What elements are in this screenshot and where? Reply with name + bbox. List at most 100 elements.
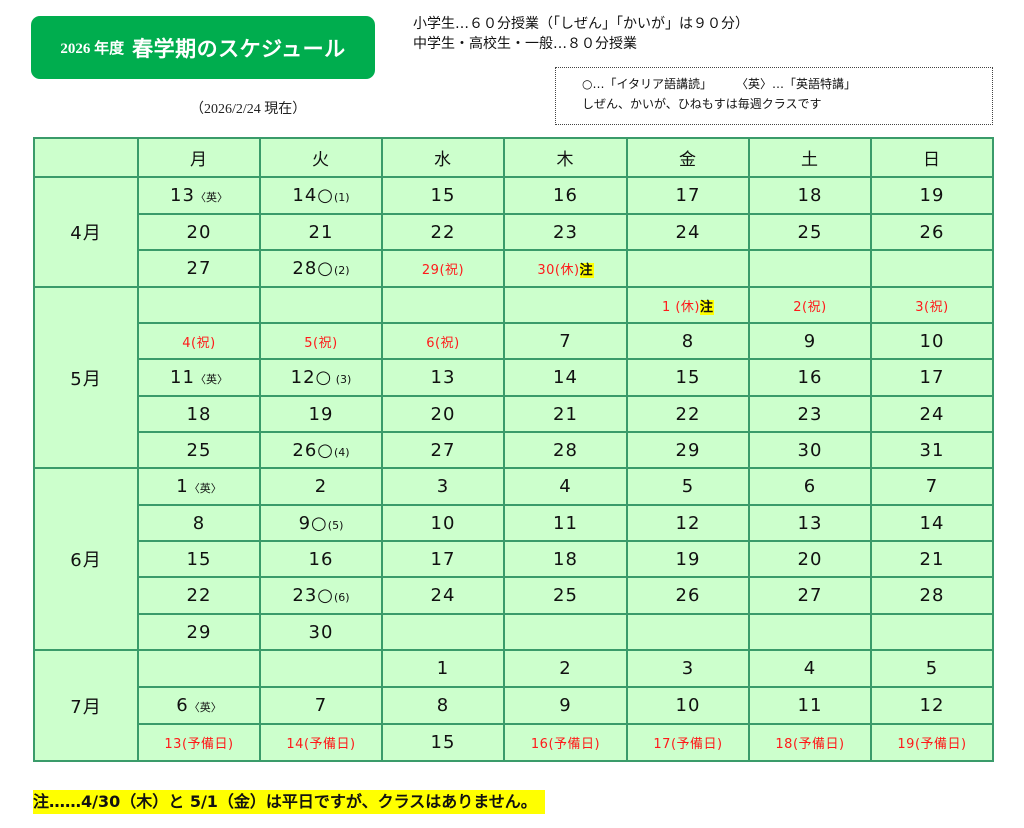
week-row: 4(祝) 5(祝) 6(祝) 7 8 9 10: [34, 322, 994, 360]
day-cell: 9: [748, 322, 872, 360]
day-cell: 3: [626, 649, 750, 688]
date-number: 3: [681, 658, 695, 679]
italian-session-number: (5): [327, 518, 344, 532]
day-cell: 30: [259, 613, 383, 651]
month-label: 7月: [33, 649, 139, 762]
date-number: 30: [308, 621, 334, 643]
day-cell: 14○(1): [259, 176, 383, 215]
date-number: 8: [192, 512, 206, 534]
date-number: 14: [553, 367, 578, 388]
day-cell: 5: [870, 649, 994, 688]
date-number: 2: [314, 476, 328, 497]
day-cell: 18: [503, 540, 628, 578]
italian-session-number: (6): [334, 591, 350, 604]
day-cell: 21: [259, 213, 383, 251]
day-cell: [137, 649, 261, 688]
day-cell: 15: [626, 358, 750, 397]
holiday-date: 1 (休): [661, 299, 701, 315]
day-cell: 16: [748, 358, 872, 397]
date-number: 24: [430, 585, 456, 606]
date-number: 15: [186, 548, 212, 570]
day-cell: 18: [137, 395, 261, 433]
weekday-mon: 月: [137, 137, 261, 178]
week-row: 11〈英〉 12○ (3) 13 14 15 16 17: [34, 358, 994, 397]
day-cell: 1: [381, 649, 505, 688]
week-row: 27 28○(2) 29(祝) 30(休)注: [34, 249, 994, 288]
info-elementary: 小学生…６０分授業（「しぜん」「かいが」は９０分）: [413, 16, 749, 32]
date-number: 23○: [292, 585, 335, 606]
weekday-sun: 日: [870, 137, 994, 178]
day-cell: 20: [748, 540, 872, 578]
title-year: 2026 年度: [60, 41, 125, 57]
day-cell: [748, 249, 872, 288]
holiday-date: 14(予備日): [286, 737, 356, 752]
day-cell: 4: [748, 649, 872, 688]
day-cell: 18(予備日): [748, 723, 872, 762]
date-number: 7: [559, 330, 572, 352]
english-class-marker: 〈英〉: [188, 482, 222, 495]
date-number: 19: [919, 185, 945, 206]
date-number: 15: [430, 185, 456, 206]
day-cell: 6(祝): [381, 322, 505, 360]
week-row: 6〈英〉 7 8 9 10 11 12: [34, 686, 994, 725]
as-of-date: （2026/2/24 現在）: [190, 102, 307, 117]
day-cell: 13〈英〉: [137, 176, 261, 215]
holiday-date: 30(休): [537, 263, 580, 278]
month-label: 5月: [33, 286, 139, 469]
day-cell: [748, 613, 872, 651]
date-number: 28: [919, 585, 945, 606]
day-cell: 6〈英〉: [137, 686, 261, 725]
date-number: 24: [675, 221, 701, 243]
date-number: 8: [436, 695, 450, 716]
week-row: 25 26○(4) 27 28 29 30 31: [34, 431, 994, 469]
italian-session-number: (1): [334, 191, 350, 204]
day-cell: 13: [748, 504, 872, 542]
date-number: 10: [430, 512, 456, 534]
day-cell: [381, 286, 505, 324]
date-number: 21: [308, 221, 334, 243]
holiday-date: 2(祝): [793, 299, 827, 315]
holiday-date: 5(祝): [304, 335, 338, 351]
week-row: 5月 1 (休)注 2(祝) 3(祝): [33, 286, 994, 469]
date-number: 1: [436, 658, 450, 679]
date-number: 4: [559, 476, 572, 497]
date-number: 22: [675, 403, 701, 425]
day-cell: 16: [259, 540, 383, 578]
legend-box: ○…「イタリア語講読」 〈英〉…「英語特講」 しぜん、かいが、ひねもすは毎週クラス…: [555, 67, 993, 125]
day-cell: 29: [626, 431, 750, 469]
date-number: 28○: [292, 258, 335, 279]
day-cell: 1〈英〉: [137, 467, 261, 506]
date-number: 9○: [298, 512, 328, 534]
day-cell: 26○(4): [259, 431, 383, 469]
day-cell: 8: [381, 686, 505, 725]
date-number: 17: [430, 548, 456, 570]
date-number: 11: [797, 695, 823, 716]
day-cell: 19: [870, 176, 994, 215]
day-cell: 13(予備日): [137, 723, 261, 762]
day-cell: 8: [137, 504, 261, 542]
day-cell: 7: [503, 322, 628, 360]
day-cell: 1 (休)注: [626, 286, 750, 324]
day-cell: 28: [870, 576, 994, 615]
weekday-thu: 木: [503, 137, 628, 178]
day-cell: 21: [870, 540, 994, 578]
day-cell: 22: [381, 213, 505, 251]
day-cell: 2: [503, 649, 628, 688]
day-cell: 17: [381, 540, 505, 578]
date-number: 20: [797, 548, 823, 570]
day-cell: 19(予備日): [870, 723, 994, 762]
day-cell: 2(祝): [748, 286, 872, 324]
note-marker: 注: [700, 299, 715, 315]
date-number: 9: [803, 330, 817, 352]
holiday-date: 13(予備日): [164, 737, 234, 752]
day-cell: 17(予備日): [626, 723, 750, 762]
day-cell: 24: [381, 576, 505, 615]
date-number: 25: [186, 439, 212, 461]
date-number: 13: [430, 367, 456, 388]
week-row: 29 30: [34, 613, 994, 651]
holiday-date: 29(祝): [421, 263, 465, 278]
month-label: 6月: [33, 467, 139, 651]
date-number: 5: [681, 476, 695, 497]
day-cell: 24: [626, 213, 750, 251]
day-cell: 22: [626, 395, 750, 433]
